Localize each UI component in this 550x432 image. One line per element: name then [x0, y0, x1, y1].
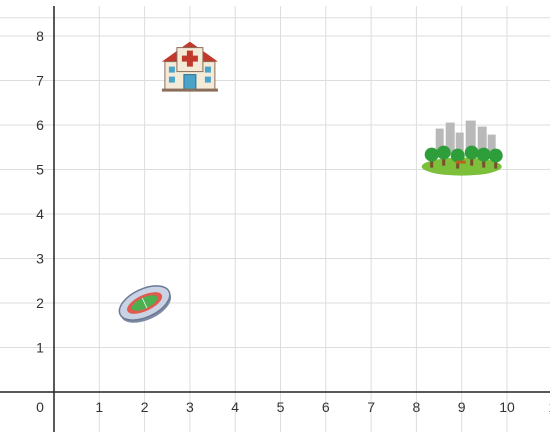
x-tick-label: 4 — [231, 399, 239, 415]
x-tick-label: 7 — [367, 399, 375, 415]
y-tick-label: 7 — [36, 73, 44, 89]
x-tick-label: 2 — [141, 399, 149, 415]
y-tick-label: 5 — [36, 162, 44, 178]
y-tick-label: 3 — [36, 251, 44, 267]
x-tick-label: 6 — [322, 399, 330, 415]
grid-lines — [0, 6, 550, 432]
x-tick-label: 5 — [277, 399, 285, 415]
x-tick-label: 0 — [36, 399, 44, 415]
x-tick-label: 3 — [186, 399, 194, 415]
y-tick-labels: 1 2 3 4 5 6 7 8 — [36, 28, 44, 356]
park-icon — [421, 120, 503, 176]
stadium-icon — [118, 285, 172, 323]
x-tick-label: 1 — [548, 399, 550, 415]
y-tick-label: 1 — [36, 340, 44, 356]
x-tick-label: 10 — [499, 399, 515, 415]
hospital-icon — [161, 41, 218, 92]
y-tick-label: 6 — [36, 117, 44, 133]
x-tick-labels: 0 1 2 3 4 5 6 7 8 9 10 1 — [36, 399, 550, 415]
y-tick-label: 4 — [36, 206, 44, 222]
x-tick-label: 1 — [95, 399, 103, 415]
y-tick-label: 8 — [36, 28, 44, 44]
x-tick-label: 9 — [458, 399, 466, 415]
axes — [0, 6, 550, 432]
x-tick-label: 8 — [413, 399, 421, 415]
point-markers — [118, 41, 503, 323]
y-tick-label: 2 — [36, 295, 44, 311]
